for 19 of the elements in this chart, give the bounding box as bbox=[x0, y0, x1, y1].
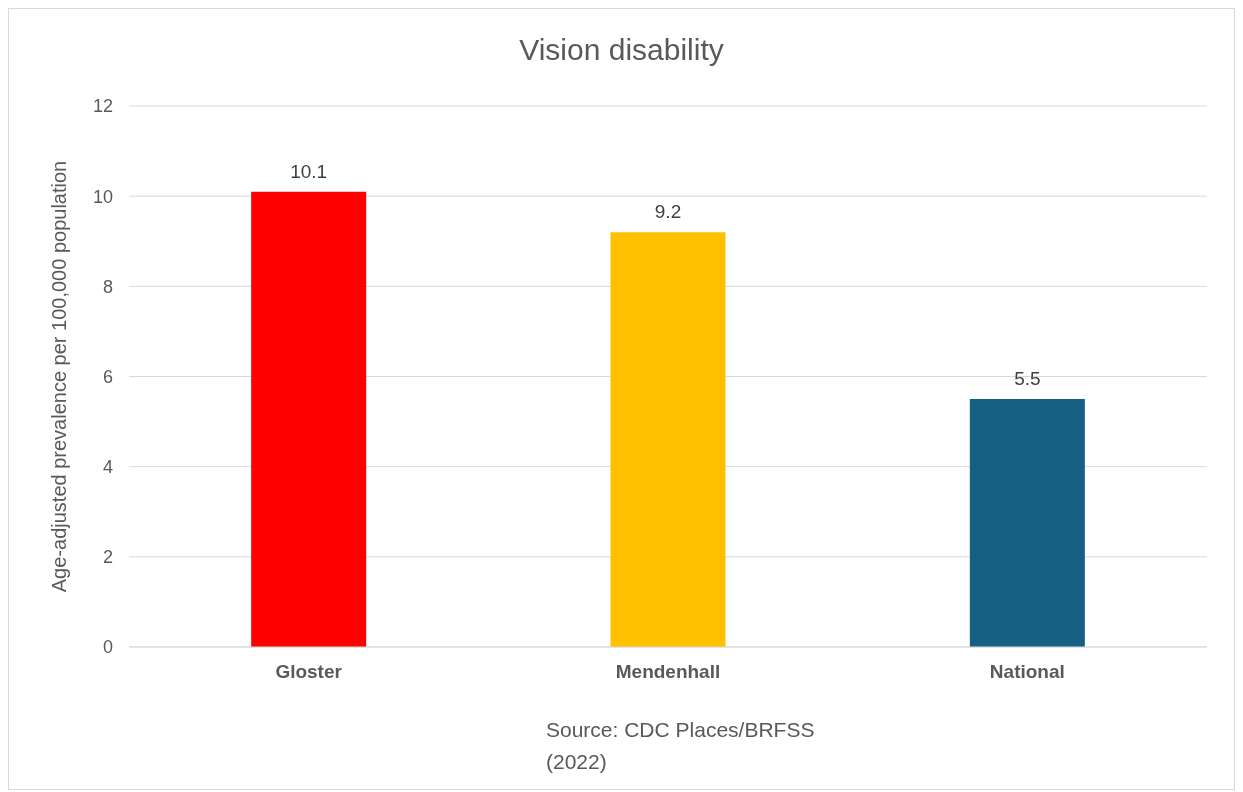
bar bbox=[610, 232, 726, 647]
y-tick-label: 0 bbox=[102, 637, 113, 658]
data-label: 10.1 bbox=[290, 160, 328, 182]
x-tick-label: National bbox=[989, 661, 1065, 683]
data-label: 5.5 bbox=[1014, 368, 1041, 390]
y-tick-label: 8 bbox=[102, 276, 113, 297]
bar bbox=[969, 399, 1085, 647]
x-tick-label: Mendenhall bbox=[615, 661, 721, 683]
y-tick-label: 4 bbox=[102, 457, 113, 478]
y-tick-label: 12 bbox=[92, 96, 113, 117]
bar bbox=[251, 191, 367, 647]
y-axis-title: Age-adjusted prevalence per 100,000 population bbox=[48, 160, 70, 593]
source-note: Source: CDC Places/BRFSS (2022) bbox=[546, 717, 816, 775]
data-label: 9.2 bbox=[654, 201, 682, 223]
x-tick-label: Gloster bbox=[275, 661, 343, 683]
y-tick-label: 10 bbox=[92, 186, 113, 207]
chart-title: Vision disability bbox=[518, 33, 725, 67]
y-tick-label: 6 bbox=[102, 366, 113, 387]
y-tick-label: 2 bbox=[102, 547, 113, 568]
